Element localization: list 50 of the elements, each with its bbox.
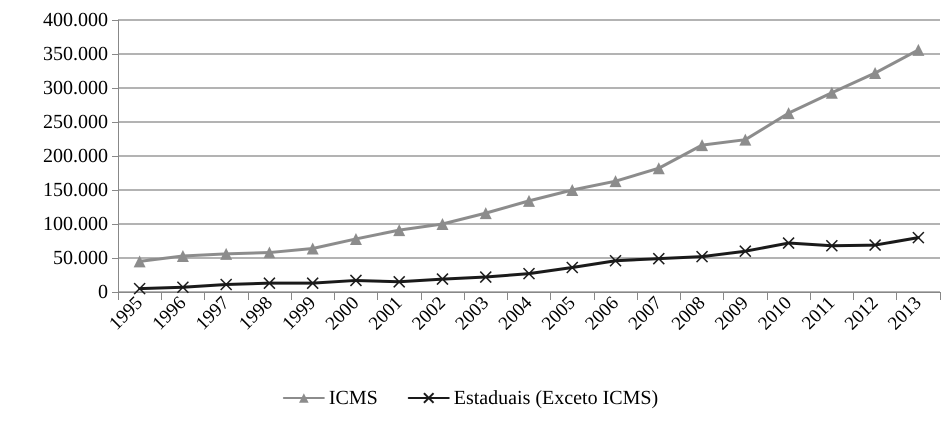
y-tick-label: 50.000	[53, 247, 108, 269]
point	[133, 282, 146, 295]
point	[868, 238, 882, 252]
y-tick-label: 350.000	[43, 43, 108, 65]
point	[912, 231, 925, 244]
point	[306, 276, 319, 290]
y-tick-label: 300.000	[43, 77, 108, 99]
point	[350, 274, 362, 287]
point	[610, 175, 622, 188]
point	[739, 134, 752, 146]
point	[869, 67, 882, 80]
point	[263, 276, 276, 290]
point	[782, 236, 795, 250]
point	[350, 232, 362, 245]
point	[480, 207, 492, 220]
y-tick-label: 150.000	[43, 179, 108, 201]
point	[826, 240, 838, 252]
point	[263, 246, 276, 259]
point	[523, 194, 535, 207]
point	[652, 162, 665, 174]
point	[134, 255, 146, 268]
point	[220, 248, 232, 260]
legend-label: ICMS	[328, 387, 378, 409]
y-tick-label: 0	[98, 281, 108, 303]
point	[306, 242, 319, 254]
y-tick-label: 400.000	[43, 9, 108, 31]
point	[566, 184, 578, 196]
y-tick-label: 100.000	[43, 213, 108, 235]
point	[609, 254, 622, 267]
point	[176, 250, 189, 262]
point	[826, 86, 838, 99]
legend-label: Estaduais (Exceto ICMS)	[454, 387, 658, 409]
point	[392, 276, 406, 288]
point	[220, 278, 232, 291]
point	[739, 244, 752, 258]
point	[912, 44, 924, 56]
point	[696, 139, 708, 152]
point	[782, 107, 795, 120]
point	[393, 224, 406, 236]
x-tick-label: 2011	[798, 292, 840, 334]
point	[566, 261, 579, 274]
y-tick-label: 250.000	[43, 111, 108, 133]
point	[176, 280, 190, 294]
point	[436, 218, 448, 230]
point	[696, 250, 708, 263]
point	[522, 267, 536, 280]
y-tick-label: 200.000	[43, 145, 108, 167]
point	[436, 272, 449, 286]
point	[479, 270, 492, 284]
point	[652, 252, 666, 265]
